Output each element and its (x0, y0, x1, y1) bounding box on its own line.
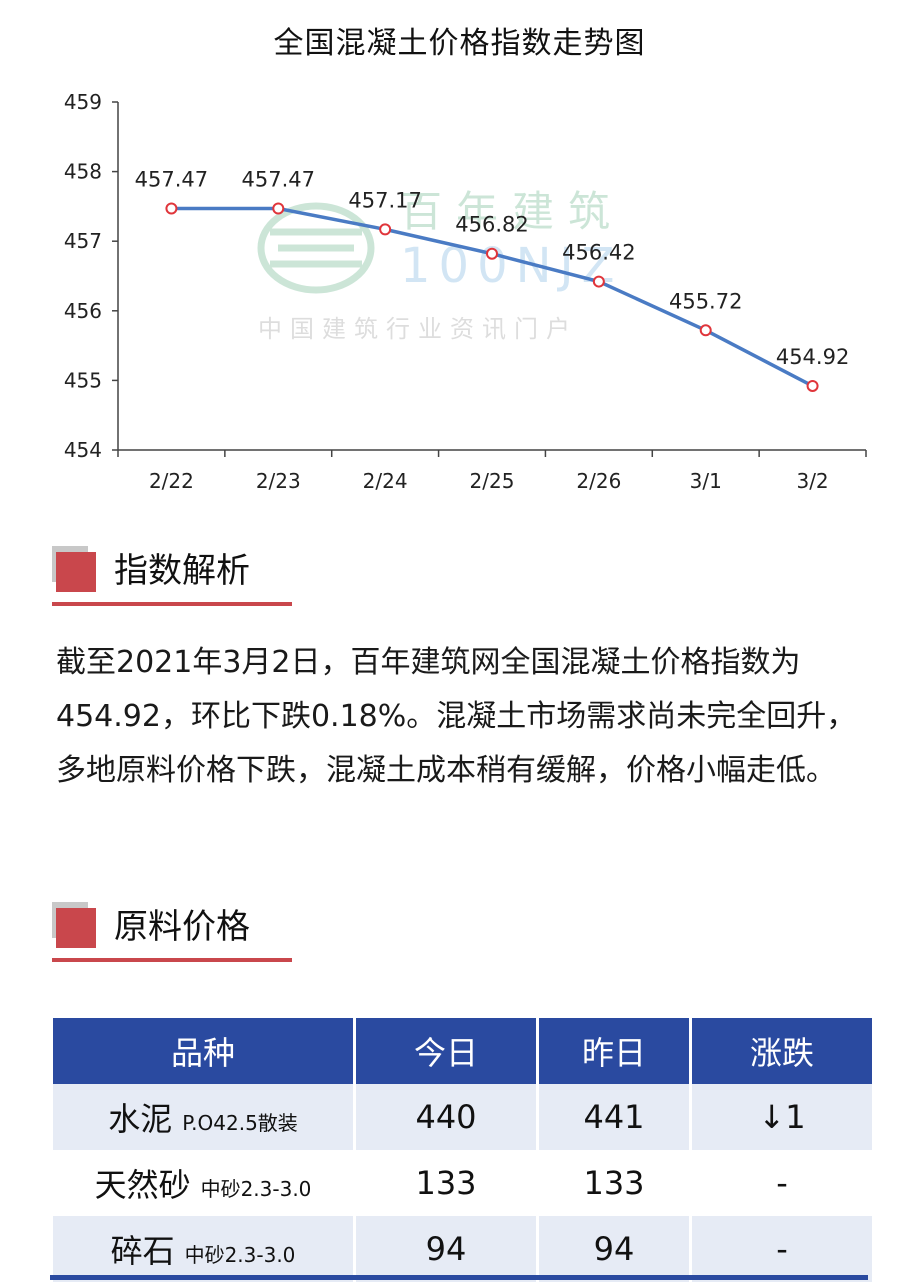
data-label: 455.72 (669, 289, 742, 313)
y-tick-label: 459 (64, 90, 102, 114)
header-variety: 品种 (53, 1018, 353, 1084)
price-today: 440 (356, 1084, 536, 1150)
y-tick-label: 454 (64, 438, 102, 462)
data-point (272, 202, 285, 215)
data-point (592, 275, 605, 288)
data-point (379, 223, 392, 236)
section-header-materials: 原料价格 (52, 902, 292, 972)
table-bottom-border (50, 1275, 868, 1280)
x-tick-label: 3/2 (796, 469, 828, 493)
y-axis-ticks: 454 455 456 457 458 459 (64, 90, 118, 462)
section-marker-accent-icon (56, 552, 96, 592)
header-today: 今日 (356, 1018, 536, 1084)
data-point (699, 324, 712, 337)
watermark-logo-icon (257, 202, 375, 294)
series-line-group (165, 202, 819, 392)
data-label: 456.82 (455, 213, 528, 237)
section-title-analysis: 指数解析 (114, 551, 250, 591)
x-axis-ticks: 2/22 2/23 2/24 2/25 2/26 3/1 3/2 (117, 450, 867, 493)
y-tick-label: 456 (64, 299, 102, 323)
header-change: 涨跌 (692, 1018, 872, 1084)
table-row: 水泥 P.O42.5散装 440 441 ↓1 (53, 1084, 872, 1150)
table-header-row: 品种 今日 昨日 涨跌 (53, 1018, 872, 1084)
data-point (486, 247, 498, 260)
price-change: - (776, 1164, 788, 1202)
product-cell: 天然砂 中砂2.3-3.0 (53, 1150, 353, 1216)
section-underline (52, 602, 292, 606)
price-change: ↓1 (692, 1084, 872, 1150)
product-cell: 水泥 P.O42.5散装 (53, 1084, 353, 1150)
data-label: 456.42 (562, 241, 635, 265)
watermark-code: 100NJZ (400, 238, 623, 294)
analysis-paragraph: 截至2021年3月2日，百年建筑网全国混凝土价格指数为454.92，环比下跌0.… (56, 645, 857, 788)
product-name: 天然砂 (94, 1166, 191, 1204)
product-spec: P.O42.5散装 (182, 1111, 298, 1135)
product-name: 碎石 (110, 1232, 175, 1270)
chart-axes (117, 102, 866, 451)
product-name: 水泥 (108, 1100, 173, 1138)
watermark-slogan: 中国建筑行业资讯门户 (258, 315, 578, 343)
price-change: - (692, 1216, 872, 1282)
section-underline (52, 958, 292, 962)
price-yesterday: 133 (583, 1164, 645, 1202)
line-chart: 百年建筑 100NJZ 中国建筑行业资讯门户 45445545645745845… (64, 90, 867, 493)
table-row: 天然砂 中砂2.3-3.0 133 133 - (53, 1150, 872, 1216)
x-tick-label: 2/25 (470, 469, 515, 493)
y-tick-label: 455 (64, 368, 102, 392)
section-marker-accent-icon (56, 908, 96, 948)
data-label-group: 457.47 457.47 457.17 456.82 456.42 455.72 454.… (135, 167, 850, 368)
product-cell: 碎石 中砂2.3-3.0 (53, 1216, 353, 1282)
y-tick-label: 457 (64, 229, 102, 253)
data-label: 457.47 (135, 167, 208, 191)
section-header-analysis: 指数解析 (52, 546, 292, 616)
x-tick-label: 2/22 (149, 469, 194, 493)
x-tick-label: 2/24 (363, 469, 408, 493)
price-yesterday: 441 (539, 1084, 689, 1150)
x-tick-label: 3/1 (690, 469, 722, 493)
product-spec: 中砂2.3-3.0 (200, 1177, 312, 1201)
data-point (806, 379, 819, 392)
watermark-brand: 百年建筑 (400, 187, 624, 236)
price-today: 94 (356, 1216, 536, 1282)
price-today: 133 (415, 1164, 477, 1202)
header-yesterday: 昨日 (539, 1018, 689, 1084)
section-title-materials: 原料价格 (114, 907, 250, 947)
product-spec: 中砂2.3-3.0 (184, 1243, 296, 1267)
data-point (165, 202, 178, 215)
data-label: 454.92 (776, 345, 849, 369)
table-row: 碎石 中砂2.3-3.0 94 94 - (53, 1216, 872, 1282)
materials-price-table: 品种 今日 昨日 涨跌 水泥 P.O42.5散装 440 441 ↓1 天然砂 中砂… (50, 1018, 875, 1282)
x-tick-label: 2/23 (256, 469, 301, 493)
x-tick-label: 2/26 (576, 469, 621, 493)
watermark: 百年建筑 100NJZ 中国建筑行业资讯门户 (257, 187, 624, 343)
data-label: 457.47 (242, 167, 315, 191)
chart-title: 全国混凝土价格指数走势图 (273, 26, 646, 61)
y-tick-label: 458 (64, 160, 102, 184)
data-label: 457.17 (348, 188, 421, 212)
price-yesterday: 94 (539, 1216, 689, 1282)
